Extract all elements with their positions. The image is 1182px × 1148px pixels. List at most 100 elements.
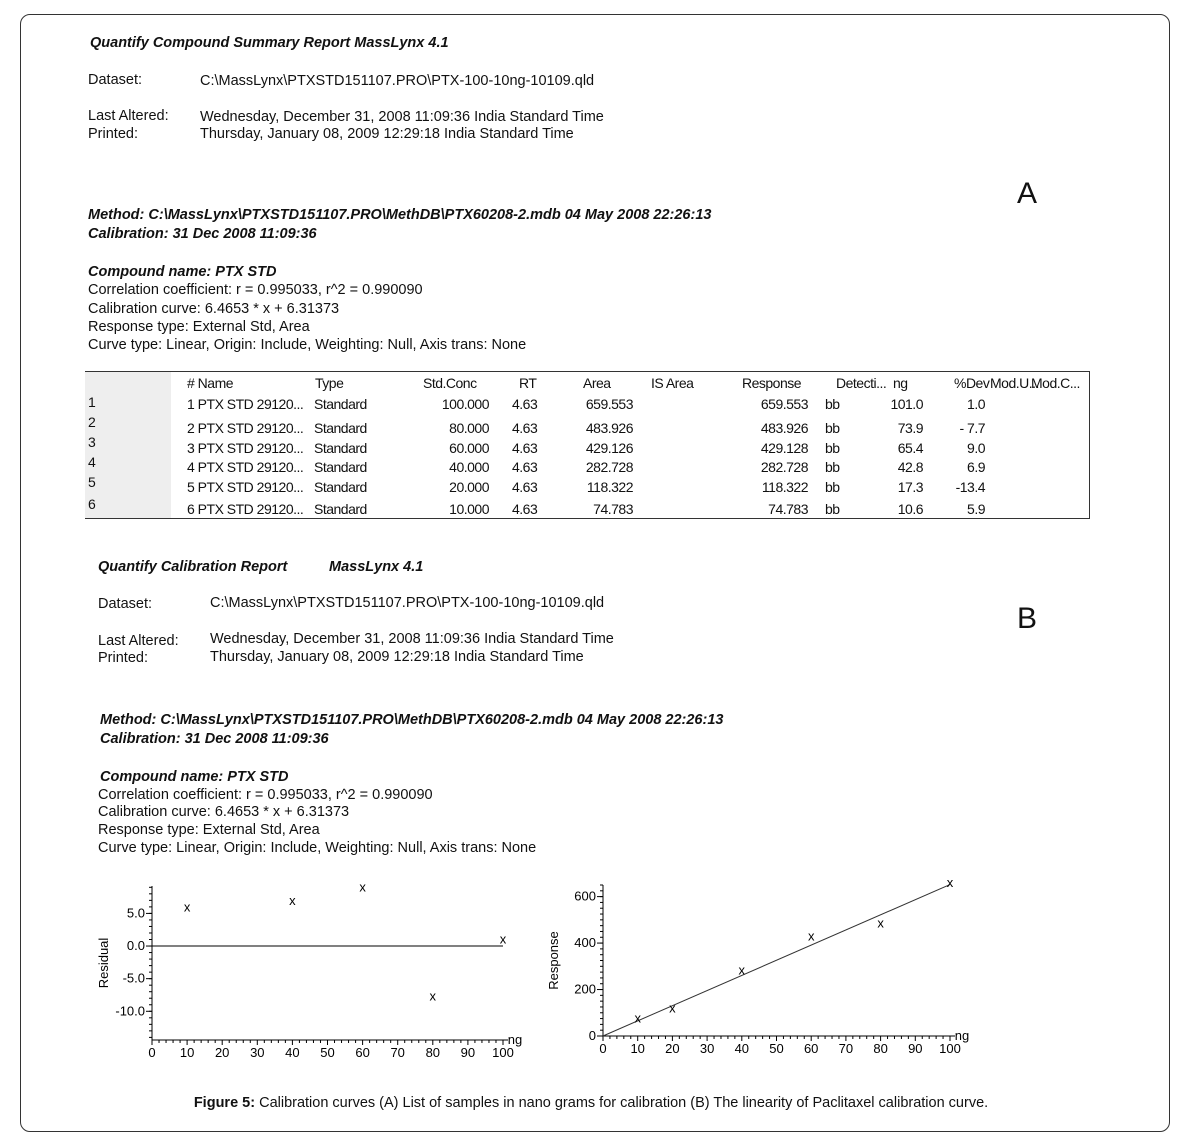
column-header[interactable]: Mod.U... [990,375,1039,391]
table-cell-rt: 4.63 [512,440,538,456]
row-number[interactable]: 6 [88,496,96,512]
x-tick-label: 0 [148,1045,155,1060]
x-tick-label: 50 [769,1041,783,1056]
x-tick-label: 100 [492,1045,514,1060]
table-cell-det: bb [825,459,840,475]
x-tick-label: 90 [461,1045,475,1060]
table-cell-ng: 65.4 [897,440,924,456]
report-title: Quantify Calibration Report [98,559,288,575]
table-cell-dev: -13.4 [955,479,986,495]
table-cell-area: 483.926 [585,420,634,436]
row-number[interactable]: 3 [88,434,96,450]
table-cell-dev: 6.9 [967,459,985,475]
correlation: Correlation coefficient: r = 0.995033, r… [88,282,423,298]
table-cell-resp: 118.322 [761,479,809,495]
last-altered-label: Last Altered: [88,108,169,124]
column-header[interactable]: ng [893,375,908,391]
data-point-marker: x [430,988,437,1003]
column-header[interactable]: IS Area [651,375,694,391]
row-number[interactable]: 1 [88,394,96,410]
table-cell-rt: 4.63 [512,420,538,436]
table-cell-resp: 483.926 [760,420,809,436]
y-tick-label: 0.0 [127,938,145,953]
report-title-version: MassLynx 4.1 [329,559,424,575]
column-header[interactable]: # Name [187,375,234,391]
table-cell-rt: 4.63 [512,501,538,517]
data-point-marker: x [808,928,815,943]
y-tick-label: 200 [574,982,596,997]
column-header[interactable]: Response [742,375,802,391]
table-cell-conc: 100.000 [441,396,490,412]
data-point-marker: x [359,879,366,894]
table-cell-name: 1 PTX STD 29120... [187,396,304,412]
y-tick-label: -10.0 [115,1003,145,1018]
figure-frame [20,14,1170,1132]
x-tick-label: 40 [285,1045,299,1060]
column-header[interactable]: Mod.C... [1031,375,1080,391]
y-tick-label: 400 [574,935,596,950]
column-header[interactable]: Area [583,375,611,391]
x-tick-label: 80 [873,1041,887,1056]
table-cell-conc: 10.000 [449,501,489,517]
table-cell-name: 2 PTX STD 29120... [187,420,304,436]
data-point-marker: x [634,1011,641,1026]
dataset-value: C:\MassLynx\PTXSTD151107.PRO\PTX-100-10n… [200,73,595,89]
report-title: Quantify Compound Summary Report MassLyn… [90,35,449,51]
table-cell-conc: 20.000 [449,479,489,495]
column-header[interactable]: Type [315,375,344,391]
figure-caption: Figure 5: Calibration curves (A) List of… [0,1095,1182,1111]
response-type: Response type: External Std, Area [98,822,320,838]
table-cell-area: 659.553 [585,396,634,412]
printed-label: Printed: [98,650,148,666]
calibration: Calibration: 31 Dec 2008 11:09:36 [88,226,317,242]
data-point-marker: x [500,932,507,947]
last-altered-label: Last Altered: [98,633,179,649]
x-tick-label: 10 [630,1041,644,1056]
table-cell-type: Standard [314,440,367,456]
data-point-marker: x [739,962,746,977]
x-tick-label: 30 [700,1041,714,1056]
table-cell-rt: 4.63 [512,479,538,495]
printed-value: Thursday, January 08, 2009 12:29:18 Indi… [210,649,584,665]
y-tick-label: 0 [589,1028,596,1043]
data-point-marker: x [289,893,296,908]
x-tick-label: 20 [215,1045,229,1060]
table-cell-det: bb [825,440,840,456]
table-cell-name: 5 PTX STD 29120... [187,479,304,495]
table-cell-det: bb [825,501,840,517]
x-tick-label: 10 [180,1045,194,1060]
compound-name: Compound name: PTX STD [88,264,277,280]
table-cell-resp: 282.728 [760,459,809,475]
table-cell-dev: 9.0 [967,440,985,456]
column-header[interactable]: Detecti... [836,375,887,391]
x-tick-label: 100 [939,1041,961,1056]
row-number[interactable]: 5 [88,474,96,490]
table-cell-ng: 10.6 [897,501,924,517]
correlation: Correlation coefficient: r = 0.995033, r… [98,787,433,803]
table-cell-ng: 73.9 [897,420,924,436]
column-header[interactable]: %Dev [954,375,990,391]
y-axis-label: Residual [96,938,111,989]
table-cell-area: 429.126 [585,440,634,456]
table-cell-type: Standard [314,396,367,412]
table-cell-dev: 5.9 [967,501,985,517]
panel-label-a: A [1017,177,1038,210]
panel-label-b: B [1017,602,1038,635]
table-cell-area: 74.783 [593,501,633,517]
table-cell-type: Standard [314,459,367,475]
row-number[interactable]: 2 [88,414,96,430]
calibration: Calibration: 31 Dec 2008 11:09:36 [100,731,329,747]
row-number[interactable]: 4 [88,454,96,470]
table-cell-ng: 42.8 [897,459,924,475]
column-header[interactable]: RT [519,375,537,391]
method: Method: C:\MassLynx\PTXSTD151107.PRO\Met… [88,207,712,223]
table-cell-name: 4 PTX STD 29120... [187,459,304,475]
y-tick-label: 5.0 [127,905,145,920]
dataset-label: Dataset: [98,596,152,612]
table-cell-type: Standard [314,420,367,436]
printed-value: Thursday, January 08, 2009 12:29:18 Indi… [200,126,574,142]
column-header[interactable]: Std.Conc [423,375,477,391]
curve-type: Curve type: Linear, Origin: Include, Wei… [88,337,527,353]
compound-name: Compound name: PTX STD [100,769,289,785]
